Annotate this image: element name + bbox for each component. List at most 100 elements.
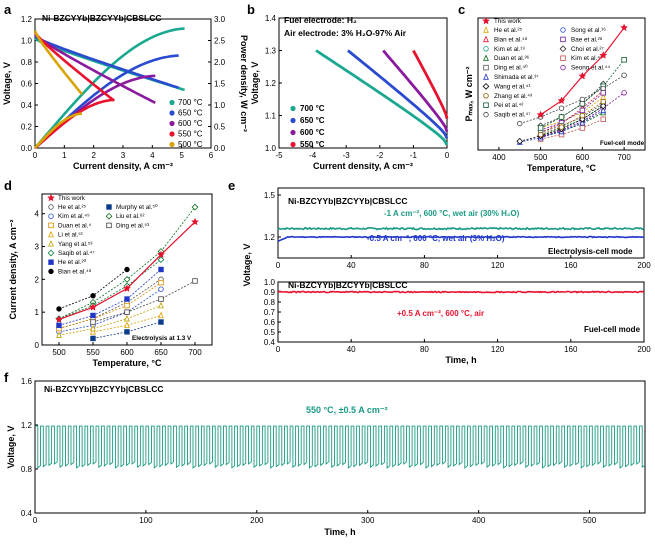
panel-e-bottom-xtick-label: 120 [491, 345, 505, 354]
panel-c-ref-line [540, 92, 625, 138]
panel-a-y2tick-label: 0.0 [214, 144, 226, 153]
panel-b-xtick-label: -3 [343, 151, 351, 160]
panel-e-red-trace [277, 290, 645, 294]
panel-c-ref-line [540, 118, 604, 140]
panel-c-legend-marker [483, 26, 489, 33]
panel-a-y2tick-label: 1.0 [214, 101, 226, 110]
panel-a-legend-700: 700 °C [178, 98, 203, 107]
panel-c-legend-marker [559, 45, 567, 53]
panel-d-xtick-label: 550 [86, 348, 100, 357]
panel-c-legend-entry: Bae et al.²⁸ [571, 36, 603, 43]
panel-e-ylabel: Voltage, V [242, 244, 252, 287]
panel-d-this-work-point [122, 284, 132, 293]
panel-d-legend-entry: Duan et al.⁴ [58, 222, 91, 229]
panel-f-annotation: 550 °C, ±0.5 A cm⁻² [306, 405, 388, 415]
panel-c-legend-entry: Shimada et al.³⁷ [494, 74, 539, 81]
panel-d-legend-entry: Saqib et al.⁴⁷ [58, 250, 95, 257]
panel-c-legend-entry: Duan et al.³⁶ [494, 55, 530, 62]
panel-c-ref-point [558, 114, 565, 120]
panel-c-legend-marker [483, 35, 489, 43]
panel-d-legend-marker [48, 240, 54, 247]
panel-c-legend-entry: Kim et al.⁴¹ [571, 55, 602, 62]
panel-f-chart: Ni-BZCYYb|BZCYYb|CBSLCC 550 °C, ±0.5 A c… [6, 377, 646, 537]
panel-f-ytick-label: 1.6 [21, 377, 33, 386]
panel-c-legend-marker [560, 27, 566, 33]
panel-e-bottom-ytick-label: 0.4 [264, 338, 276, 347]
panel-a-xtick-label: 4 [150, 151, 155, 160]
panel-a-xtick-label: 6 [209, 151, 214, 160]
panel-a-legend-marker-500 [169, 141, 175, 148]
panel-c-legend-entry: Song et al.¹⁶ [571, 27, 606, 34]
panel-a-y2label: Power density, W cm⁻² [239, 35, 249, 132]
panel-d-xtick-label: 700 [188, 348, 202, 357]
panel-e-bottom-xtick-label: 200 [637, 345, 651, 354]
panel-d-legend-entry: He et al.²⁵ [58, 204, 87, 211]
panel-c-label: c [458, 2, 465, 17]
panel-b-xtick-label: -5 [275, 151, 283, 160]
panel-d-ref-line [92, 321, 162, 339]
panel-c-ref-point [579, 96, 586, 103]
panel-d-xlabel: Temperature, °C [93, 358, 162, 368]
panel-d-legend-marker [105, 212, 113, 220]
panel-a-label: a [4, 2, 12, 17]
panel-b-annotation-fuel: Fuel electrode: H₂ [284, 15, 357, 25]
panel-f-xtick-label: 100 [139, 516, 153, 525]
panel-d-ref-line [58, 259, 162, 320]
panel-a-power-curve-500 [34, 112, 83, 149]
panel-b-legend-600: 600 °C [300, 128, 325, 137]
panel-c-legend-marker [483, 64, 489, 71]
panel-c-this-work-point [599, 51, 608, 59]
panel-c-this-work-point [620, 23, 629, 32]
panel-a-voltage-curve-650 [34, 35, 180, 90]
panel-e-chart: Ni-BZCYYb|BZCYYb|CBSLCC Ni-BZCYYb|BZCYYb… [242, 187, 651, 365]
panel-d-ref-point [124, 302, 130, 309]
panel-c-legend-marker [482, 83, 490, 90]
panel-c-ylabel: Pₘₐₓ, W cm⁻² [464, 66, 474, 121]
panel-c-legend-entry: Bian et al.⁴⁸ [494, 36, 528, 43]
panel-c-legend-marker [560, 36, 566, 43]
panel-c-legend-this-work-marker [481, 16, 491, 25]
panel-d-ytick-label: 3 [35, 243, 40, 252]
panel-f-ytick-label: 0.8 [21, 465, 33, 474]
panel-d-ref-point [158, 311, 164, 319]
panel-c-legend-marker [560, 55, 566, 61]
panel-a-ytick-label: 0.4 [21, 101, 33, 110]
panel-c-legend-this-work: This work [494, 18, 522, 25]
panel-a-voltage-curve-500 [33, 30, 83, 96]
panel-d-ref-point [90, 293, 96, 299]
panel-f-xtick-label: 0 [33, 516, 38, 525]
panel-f-xlabel: Time, h [324, 527, 355, 537]
panel-a-y2tick-label: 1.5 [214, 80, 226, 89]
panel-c-legend-entry: Kim et al.¹⁹ [494, 46, 525, 53]
panel-a-legend-marker-700 [169, 99, 175, 106]
panel-d-ref-point [157, 256, 165, 264]
panel-c-ref-point [579, 107, 586, 114]
panel-f-ytick-label: 1.2 [21, 421, 33, 430]
panel-d-ref-line [58, 305, 162, 336]
panel-d-legend-marker [48, 204, 54, 210]
panel-c-legend-entry: Zhang et al.⁴³ [494, 93, 532, 100]
panel-c-ref-line [540, 112, 604, 138]
panel-a-legend-marker-650 [169, 110, 175, 116]
panel-b-xlabel: Current density, A cm⁻² [313, 161, 413, 171]
panel-f-title: Ni-BZCYYb|BZCYYb|CBSLCC [44, 384, 164, 394]
panel-d-ref-point [90, 328, 96, 335]
panel-a-power-curve-700 [34, 27, 185, 149]
panel-d-chart: Electrolysis at 1.3 V 500 550 600 650 700 0 1 2… [8, 193, 213, 368]
panel-e-bottom-ytick-label: 0.5 [264, 328, 276, 337]
panel-d-ref-point [90, 335, 96, 342]
panel-c-ref-point [600, 90, 606, 96]
panel-e-bottom-ytick-label: 0.7 [264, 308, 276, 317]
panel-d-legend-marker [48, 213, 54, 219]
panel-c-ref-line [540, 92, 604, 131]
panel-e-xlabel: Time, h [445, 355, 476, 365]
panel-d-legend-entry: Murphy et al.⁵⁰ [116, 204, 158, 211]
panel-d-xtick-label: 500 [52, 348, 66, 357]
panel-c-legend-marker [560, 64, 566, 71]
panel-c-legend-marker [483, 93, 489, 99]
panel-e-top-ytick-label: 1.2 [264, 233, 276, 242]
panel-d-this-work-point [54, 315, 64, 323]
panel-e-bottom-xtick-label: 40 [347, 345, 356, 354]
panel-d-ytick-label: 1 [35, 308, 40, 317]
